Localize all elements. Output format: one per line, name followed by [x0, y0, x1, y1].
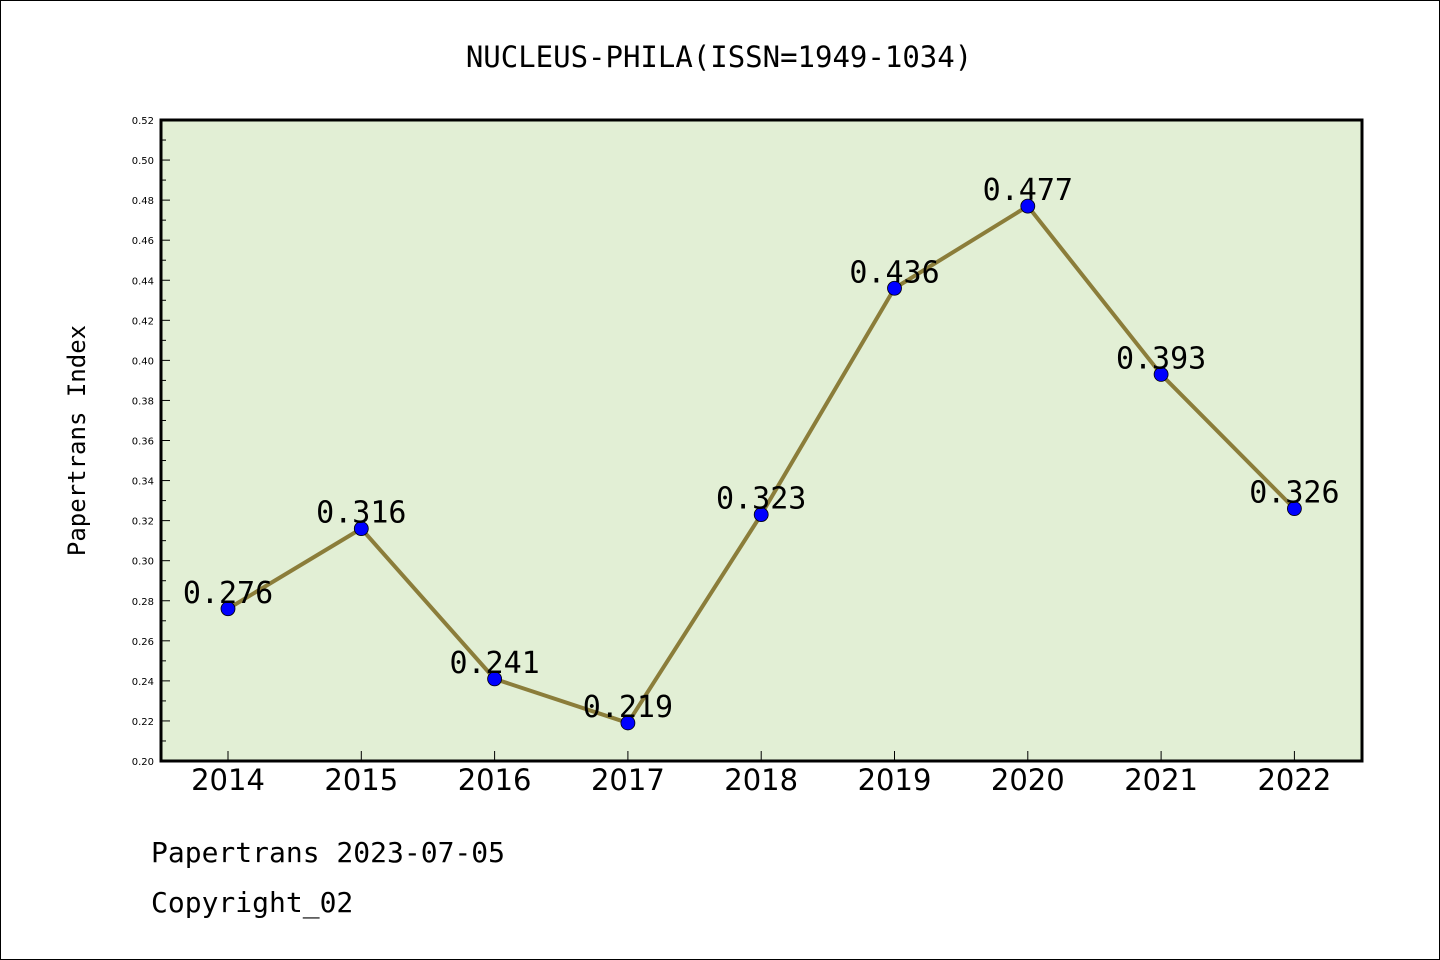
- data-point: [1287, 501, 1302, 517]
- y-tick-label: 0.52: [132, 116, 154, 127]
- y-tick-label: 0.22: [132, 717, 154, 728]
- data-label: 0.393: [1116, 341, 1206, 376]
- data-point: [1020, 198, 1036, 214]
- x-tick-label: 2022: [1257, 763, 1331, 797]
- x-tick-label: 2016: [458, 763, 532, 797]
- data-label: 0.316: [316, 496, 406, 531]
- footer-date-text: Papertrans 2023-07-05: [151, 836, 506, 869]
- data-point: [220, 601, 236, 617]
- data-label: 0.219: [583, 690, 673, 725]
- data-label: 0.477: [983, 173, 1073, 208]
- plot-background: [161, 120, 1362, 761]
- y-tick-label: 0.42: [132, 316, 154, 327]
- y-tick-label: 0.32: [132, 517, 154, 528]
- plot-border: [159, 118, 1364, 763]
- data-label: 0.436: [849, 255, 939, 290]
- y-tick-label: 0.46: [132, 236, 154, 247]
- data-label: 0.241: [449, 646, 539, 681]
- y-axis-label: Papertrans Index: [63, 325, 91, 556]
- data-point: [1153, 366, 1169, 382]
- y-tick-label: 0.44: [132, 276, 154, 287]
- data-label: 0.276: [183, 576, 273, 611]
- y-tick-label: 0.28: [132, 597, 154, 608]
- x-tick-label: 2021: [1124, 763, 1198, 797]
- chart-title: NUCLEUS-PHILA(ISSN=1949-1034): [466, 40, 972, 74]
- footer-copyright-text: Copyright_02: [151, 886, 354, 919]
- y-tick-label: 0.34: [132, 477, 154, 488]
- y-tick-label: 0.30: [132, 557, 154, 568]
- data-point: [353, 521, 369, 537]
- x-tick-label: 2020: [991, 763, 1065, 797]
- y-tick-label: 0.36: [132, 437, 154, 448]
- x-tick-label: 2019: [858, 763, 932, 797]
- y-tick-label: 0.24: [132, 677, 154, 688]
- x-tick-label: 2014: [191, 763, 265, 797]
- y-tick-label: 0.20: [132, 757, 154, 768]
- data-point: [620, 715, 636, 731]
- x-tick-label: 2015: [324, 763, 398, 797]
- y-tick-label: 0.50: [132, 156, 154, 167]
- y-tick-label: 0.48: [132, 196, 154, 207]
- data-label: 0.326: [1249, 476, 1339, 511]
- y-tick-label: 0.38: [132, 396, 154, 407]
- data-point: [887, 280, 902, 296]
- x-tick-label: 2017: [591, 763, 665, 797]
- data-label: 0.323: [716, 482, 806, 517]
- data-point: [487, 671, 503, 687]
- data-point: [753, 507, 769, 523]
- x-tick-label: 2018: [724, 763, 798, 797]
- y-tick-label: 0.40: [132, 356, 154, 367]
- y-tick-label: 0.26: [132, 637, 154, 648]
